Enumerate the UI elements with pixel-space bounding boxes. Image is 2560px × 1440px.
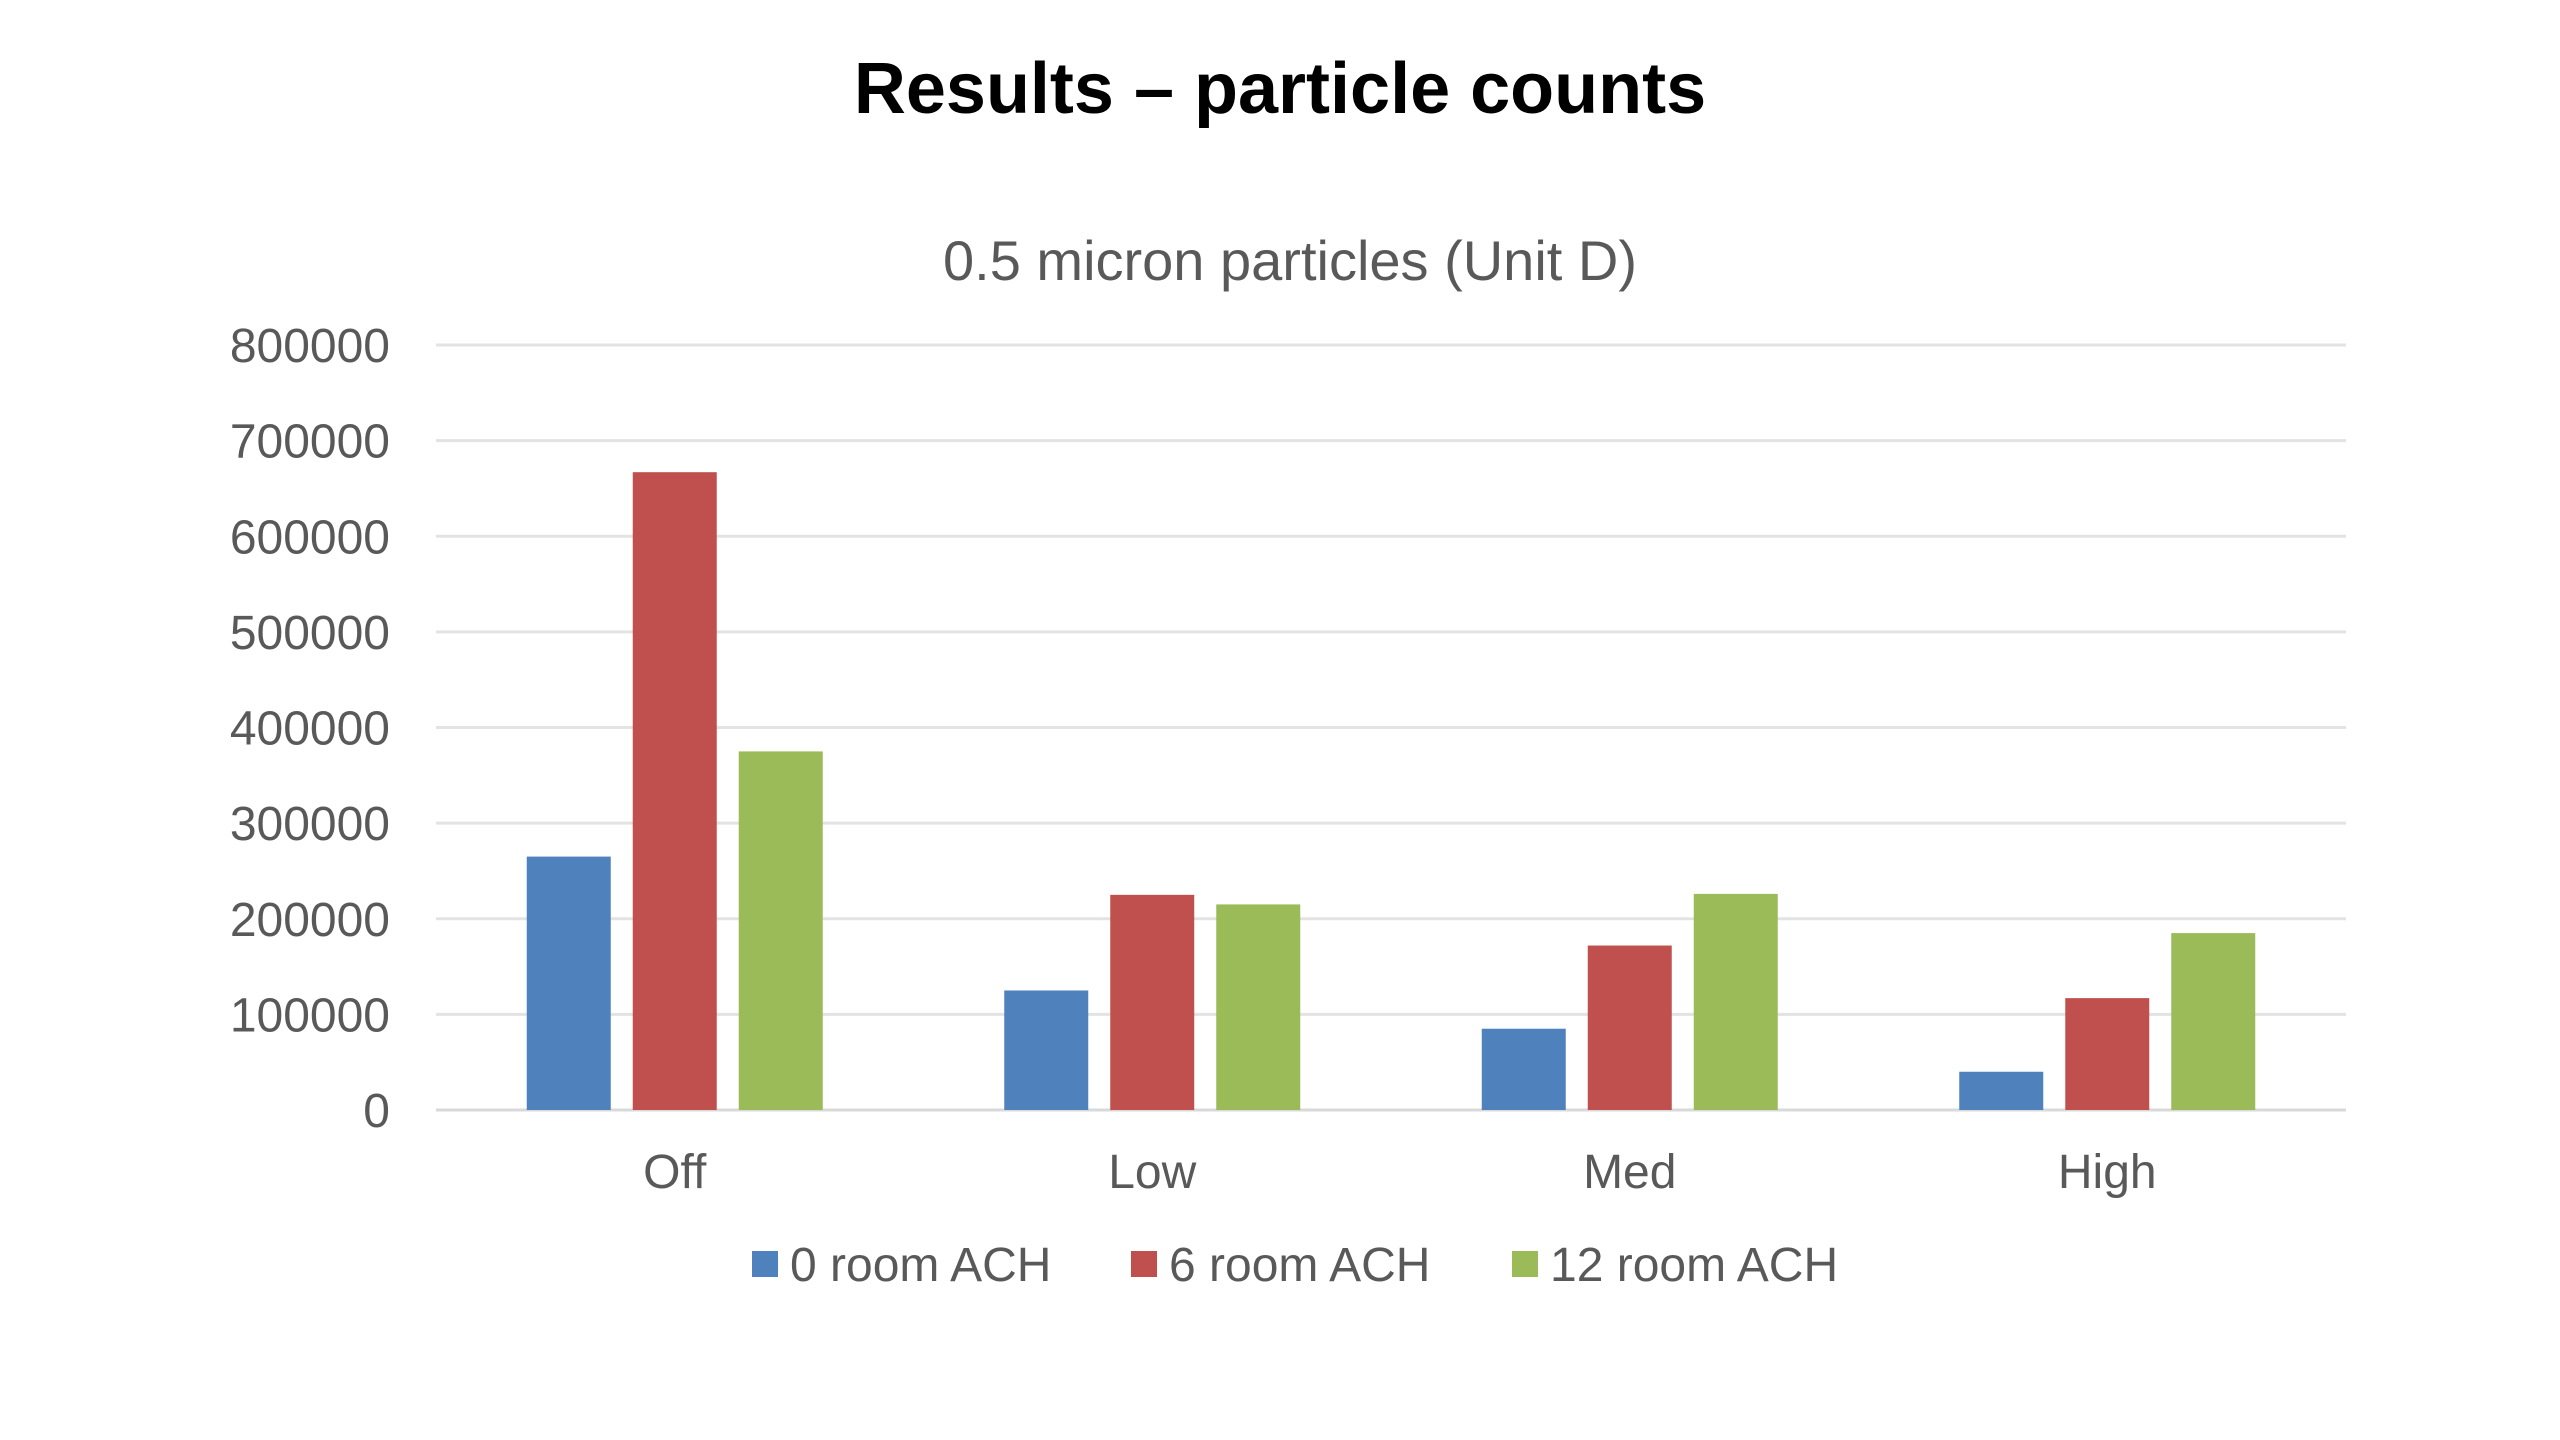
bar-low-series-2 (1110, 894, 1195, 1110)
bar-off-series-2 (632, 472, 717, 1110)
legend-swatch (1512, 1251, 1538, 1277)
y-axis-ticks: 0 100000 200000 300000 400000 500000 600000 700… (230, 320, 390, 1138)
bar-high-series-1 (1959, 1071, 2044, 1110)
y-tick-label: 0 (363, 1085, 390, 1138)
bar-high-series-2 (2065, 998, 2150, 1110)
x-tick-label: Off (643, 1146, 707, 1199)
y-tick-label: 400000 (230, 703, 390, 756)
y-tick-label: 800000 (230, 320, 390, 373)
y-tick-label: 100000 (230, 989, 390, 1042)
legend-label: 0 room ACH (790, 1239, 1051, 1292)
bar-off-series-1 (526, 856, 611, 1110)
legend-swatch (752, 1251, 778, 1277)
legend: 0 room ACH 6 room ACH 12 room ACH (752, 1239, 1838, 1292)
legend-label: 12 room ACH (1550, 1239, 1838, 1292)
bar-high-series-3 (2171, 933, 2256, 1110)
bar-low-series-3 (1216, 904, 1301, 1110)
x-tick-label: Med (1583, 1146, 1676, 1199)
bar-off-series-3 (738, 751, 823, 1110)
x-tick-label: Low (1108, 1146, 1196, 1199)
chart-title: 0.5 micron particles (Unit D) (943, 229, 1637, 292)
bar-med-series-3 (1693, 893, 1778, 1110)
y-tick-label: 700000 (230, 416, 390, 469)
bar-low-series-1 (1004, 990, 1089, 1110)
bar-med-series-2 (1587, 945, 1672, 1110)
bar-med-series-1 (1481, 1028, 1566, 1110)
legend-label: 6 room ACH (1169, 1239, 1430, 1292)
y-tick-label: 600000 (230, 511, 390, 564)
x-axis-ticks: Off Low Med High (643, 1146, 2156, 1199)
slide-title: Results – particle counts (853, 49, 1707, 129)
x-tick-label: High (2058, 1146, 2157, 1199)
gridlines (436, 343, 2346, 1112)
y-tick-label: 200000 (230, 894, 390, 947)
legend-swatch (1131, 1251, 1157, 1277)
y-tick-label: 300000 (230, 798, 390, 851)
bars (526, 472, 2256, 1110)
y-tick-label: 500000 (230, 607, 390, 660)
